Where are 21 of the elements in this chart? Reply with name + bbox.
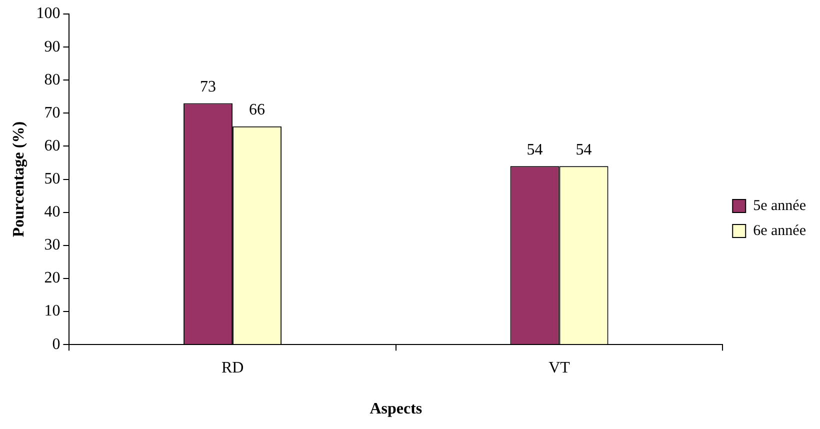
data-label: 73 — [200, 78, 216, 96]
x-tick-label: RD — [221, 359, 244, 376]
data-label: 54 — [526, 141, 543, 158]
y-tick-label: 0 — [52, 336, 60, 353]
x-tick-label: VT — [548, 359, 570, 376]
y-tick-label: 100 — [36, 5, 60, 22]
y-tick-label: 70 — [44, 104, 60, 122]
y-tick-label: 20 — [44, 270, 60, 287]
y-tick-label: 90 — [44, 38, 60, 56]
y-tick-label: 50 — [44, 170, 60, 188]
y-tick-label: 10 — [44, 302, 60, 320]
legend-label: 6e année — [753, 222, 806, 239]
legend-label: 5e année — [753, 198, 806, 214]
y-tick-label: 60 — [44, 137, 60, 154]
data-label: 66 — [249, 102, 266, 119]
y-tick-label: 40 — [44, 204, 60, 221]
x-axis-title: Aspects — [370, 400, 422, 418]
y-tick-label: 80 — [44, 71, 60, 88]
data-label: 54 — [576, 141, 592, 158]
y-axis-title: Pourcentage (%) — [10, 121, 28, 238]
y-tick-label: 30 — [44, 236, 60, 254]
